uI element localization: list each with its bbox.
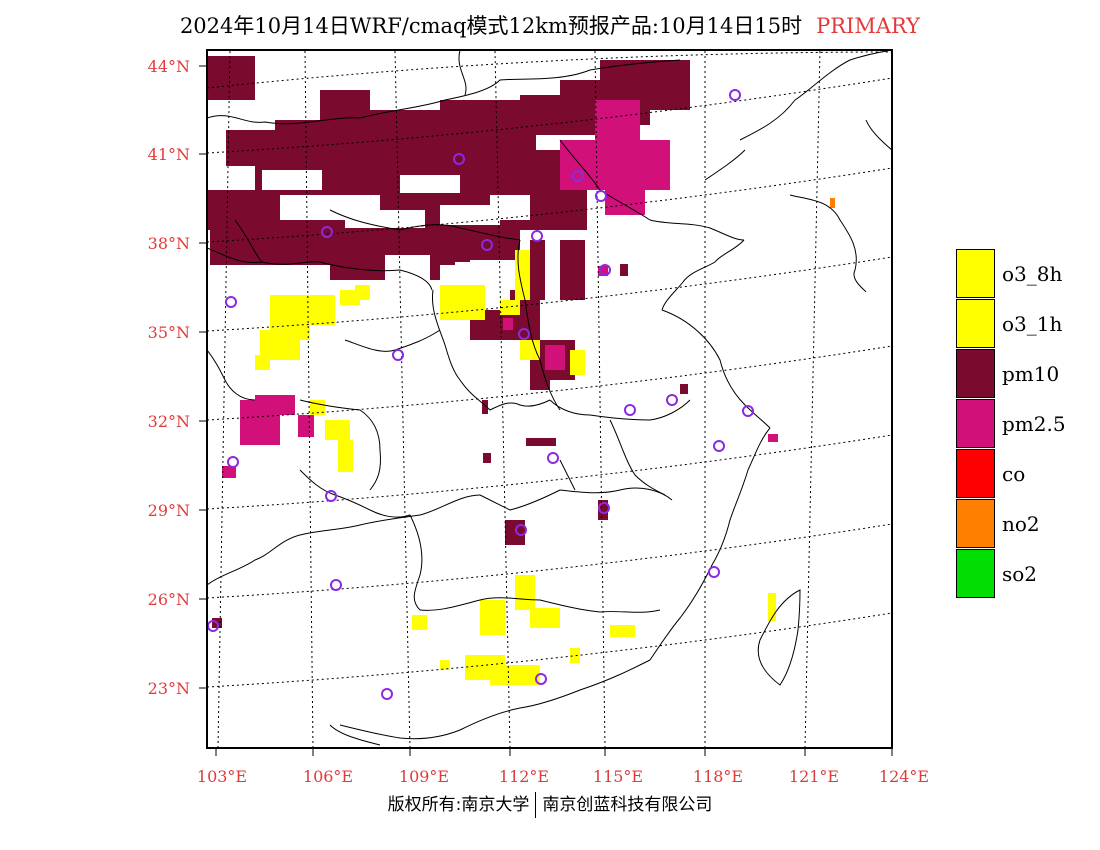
lon-label: 115°E [593,767,643,786]
lon-label: 109°E [399,767,449,786]
legend-swatch [956,249,995,298]
lat-label: 44°N [148,57,190,76]
legend-swatch [956,399,995,448]
map-frame [206,49,893,749]
boundary-lines [207,50,892,746]
legend-swatch [956,299,995,348]
legend-label: so2 [1002,562,1038,586]
legend-swatch [956,349,995,398]
lat-label: 32°N [148,412,190,431]
legend-label: o3_8h [1002,262,1063,286]
lon-label: 106°E [303,767,353,786]
pm25-area [222,100,778,478]
longitude-labels: 103°E 106°E 109°E 112°E 115°E 118°E 121°… [197,767,929,786]
legend-label: co [1002,462,1026,486]
lon-label: 124°E [879,767,929,786]
legend-swatch [956,449,995,498]
divider [535,792,537,818]
legend-label: pm10 [1002,362,1060,386]
legend-swatch [956,499,995,548]
latitude-graticule [207,51,892,688]
legend-label: o3_1h [1002,312,1063,336]
latitude-labels: 44°N 41°N 38°N 35°N 32°N 29°N 26°N 23°N [148,57,190,698]
lat-label: 23°N [148,679,190,698]
longitude-graticule [217,50,892,748]
lat-label: 29°N [148,501,190,520]
copyright-footer: 版权所有:南京大学 南京创蓝科技有限公司 [0,790,1100,818]
lon-label: 112°E [499,767,549,786]
legend-label: no2 [1002,512,1040,536]
legend-label: pm2.5 [1002,412,1066,436]
title-tag: PRIMARY [816,14,921,38]
no2-area [830,198,835,208]
lat-label: 41°N [148,145,190,164]
copyright-owner: 版权所有:南京大学 [387,795,530,815]
lon-label: 103°E [197,767,247,786]
o3-area [255,250,776,685]
lat-label: 38°N [148,234,190,253]
lon-label: 121°E [789,767,839,786]
station-markers [207,89,754,700]
copyright-company: 南京创蓝科技有限公司 [542,795,713,815]
lat-label: 35°N [148,323,190,342]
legend-swatch [956,549,995,598]
lon-label: 118°E [693,767,743,786]
map-title: 2024年10月14日WRF/cmaq模式12km预报产品:10月14日15时 P… [0,10,1100,40]
title-main: 2024年10月14日WRF/cmaq模式12km预报产品:10月14日15时 [179,14,803,38]
lat-label: 26°N [148,590,190,609]
